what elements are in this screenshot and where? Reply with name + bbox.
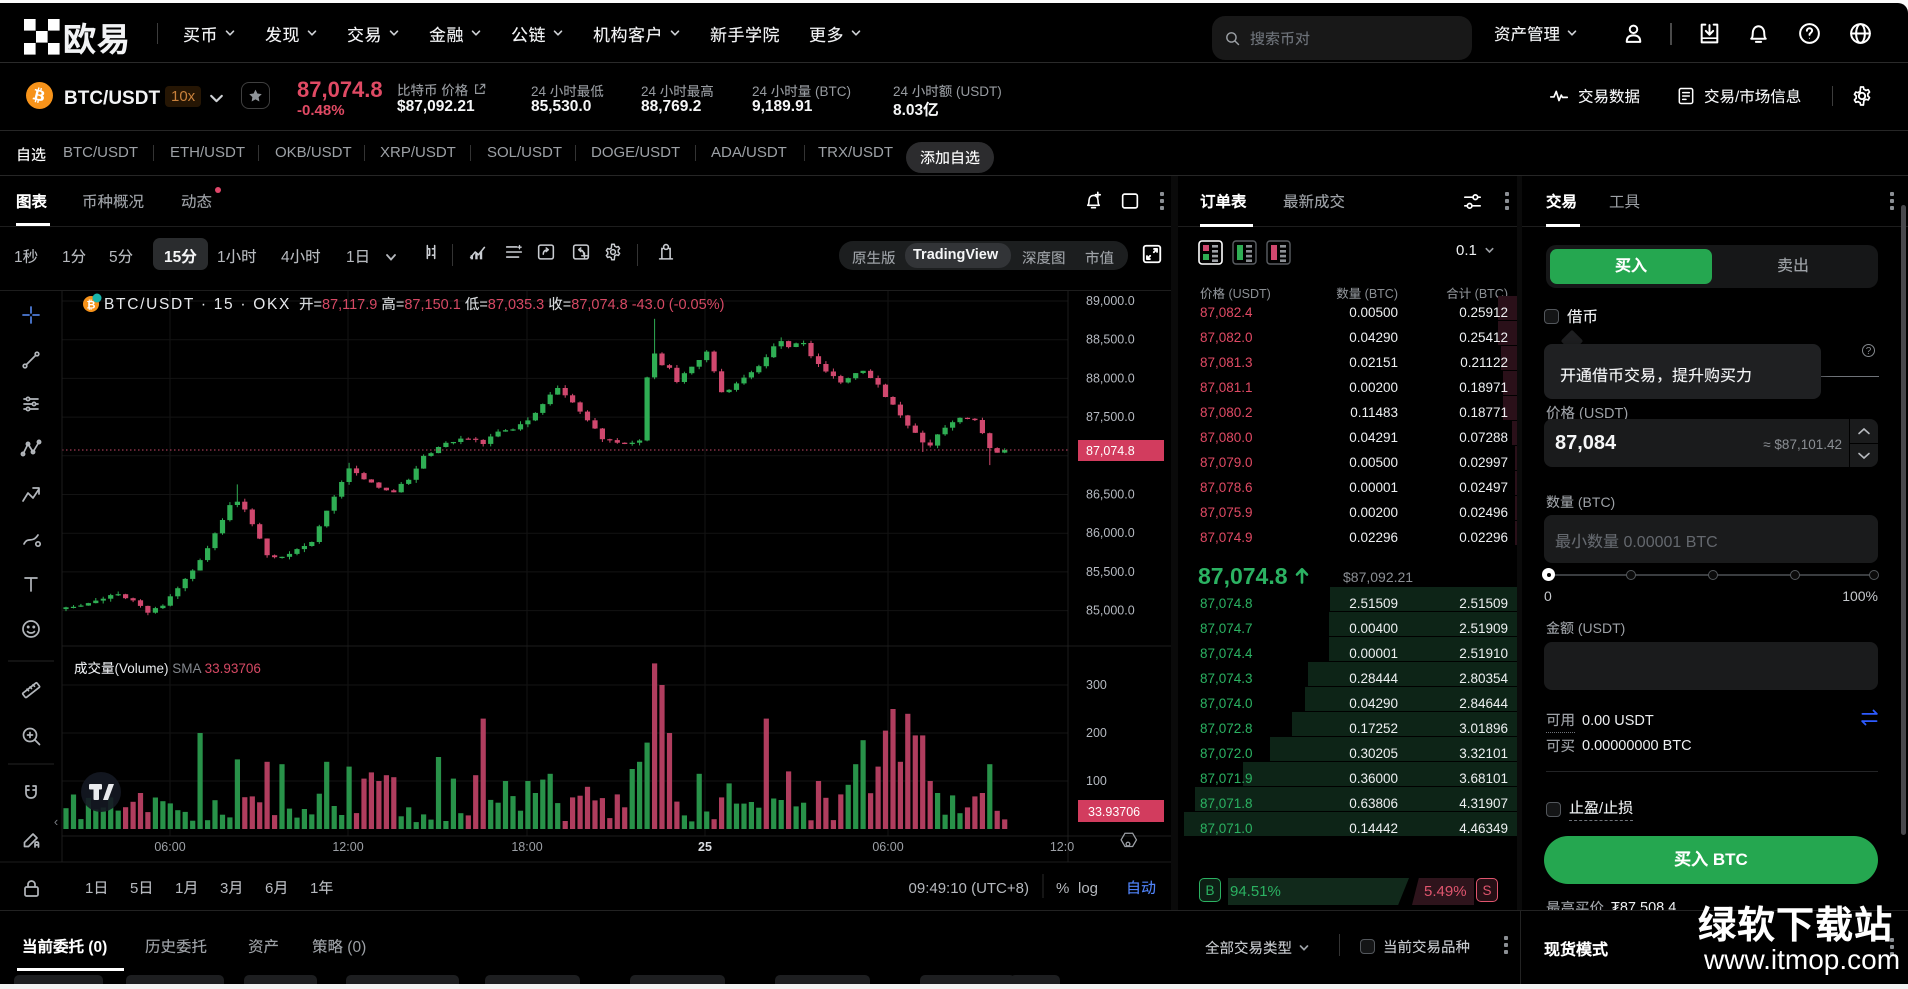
svg-text:12:0: 12:0: [1050, 840, 1074, 854]
svg-text:86,000.0: 86,000.0: [1086, 526, 1135, 540]
svg-text:3月: 3月: [220, 880, 243, 897]
svg-text:成交量(Volume) SMA 33.93706: 成交量(Volume) SMA 33.93706: [74, 661, 261, 676]
svg-text:5日: 5日: [130, 880, 153, 897]
svg-text:300: 300: [1086, 678, 1107, 692]
svg-text:12:00: 12:00: [332, 840, 363, 854]
svg-text:18:00: 18:00: [511, 840, 542, 854]
svg-text:100: 100: [1086, 774, 1107, 788]
svg-text:06:00: 06:00: [154, 840, 185, 854]
svg-text:25: 25: [698, 840, 712, 854]
svg-text:86,500.0: 86,500.0: [1086, 488, 1135, 502]
svg-text:88,000.0: 88,000.0: [1086, 371, 1135, 385]
svg-text:87,074.8: 87,074.8: [1086, 444, 1135, 458]
svg-text:09:49:10 (UTC+8): 09:49:10 (UTC+8): [909, 880, 1029, 897]
svg-text:开=87,117.9 高=87,150.1 低=87,035: 开=87,117.9 高=87,150.1 低=87,035.3 收=87,07…: [299, 296, 724, 313]
svg-text:自动: 自动: [1126, 880, 1156, 897]
svg-text:log: log: [1078, 880, 1098, 897]
svg-text:87,500.0: 87,500.0: [1086, 410, 1135, 424]
svg-text:1月: 1月: [175, 880, 198, 897]
svg-text:1年: 1年: [310, 880, 333, 897]
svg-text:‹: ‹: [54, 814, 58, 829]
svg-text:85,500.0: 85,500.0: [1086, 565, 1135, 579]
svg-text:BTC/USDT · 15 · OKX: BTC/USDT · 15 · OKX: [104, 296, 291, 313]
svg-text:6月: 6月: [265, 880, 288, 897]
svg-text:33.93706: 33.93706: [1088, 805, 1140, 819]
svg-text:%: %: [1056, 880, 1069, 897]
svg-text:₿: ₿: [87, 300, 96, 312]
svg-text:1日: 1日: [85, 880, 108, 897]
svg-text:06:00: 06:00: [872, 840, 903, 854]
svg-text:89,000.0: 89,000.0: [1086, 294, 1135, 308]
svg-text:88,500.0: 88,500.0: [1086, 333, 1135, 347]
svg-text:85,000.0: 85,000.0: [1086, 604, 1135, 618]
svg-text:200: 200: [1086, 726, 1107, 740]
